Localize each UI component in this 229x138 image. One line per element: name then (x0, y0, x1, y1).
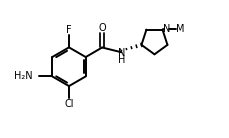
Text: O: O (98, 23, 106, 33)
Text: F: F (66, 25, 72, 35)
Text: Cl: Cl (64, 99, 74, 109)
Text: H₂N: H₂N (14, 71, 33, 81)
Text: N: N (163, 24, 170, 34)
Text: N: N (118, 48, 125, 58)
Text: H: H (118, 55, 125, 65)
Text: M: M (176, 24, 185, 34)
